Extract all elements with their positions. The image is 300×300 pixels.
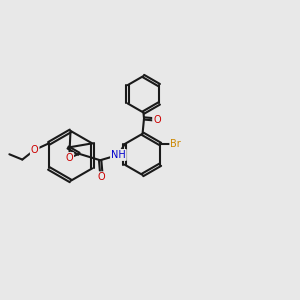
Text: O: O (65, 153, 73, 163)
Text: NH: NH (111, 150, 126, 160)
Text: O: O (31, 145, 38, 155)
Text: Br: Br (170, 139, 181, 149)
Text: O: O (98, 172, 105, 182)
Text: O: O (153, 115, 161, 124)
